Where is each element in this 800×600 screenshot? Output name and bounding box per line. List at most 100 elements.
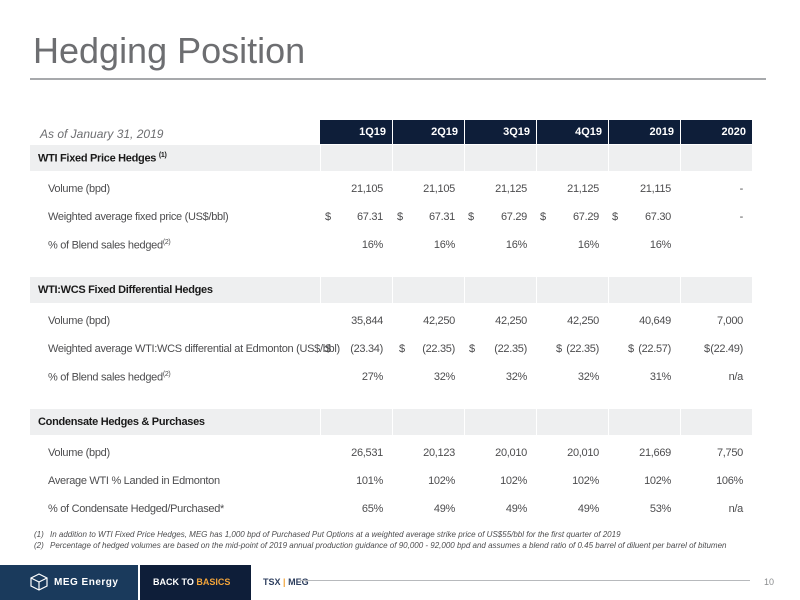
table-cell: 67.29: [572, 211, 599, 223]
currency-symbol: $: [325, 211, 331, 223]
table-cell: 21,105: [423, 183, 455, 195]
logo-text: MEG Energy: [54, 577, 119, 588]
ticker-label: TSX | MEG: [263, 577, 309, 587]
table-row: % of Blend sales hedged(2) 27% 32% 32% 32% 31…: [30, 371, 752, 387]
table-cell: 26,531: [351, 447, 383, 459]
currency-symbol: $: [325, 343, 331, 355]
currency-symbol: $: [399, 343, 405, 355]
table-header: 1Q19 2Q19 3Q19 4Q19 2019 2020: [320, 120, 752, 144]
row-label-text: Volume (bpd): [48, 447, 110, 459]
row-label-text: % of Blend sales hedged: [48, 239, 163, 252]
section-cell: [464, 277, 536, 303]
row-label: Weighted average fixed price (US$/bbl): [48, 211, 229, 223]
table-cell: 20,010: [567, 447, 599, 459]
section-cells: [320, 277, 752, 303]
table-cell: (22.57): [638, 343, 671, 355]
currency-symbol: $: [468, 211, 474, 223]
table-cell: 7,000: [716, 315, 743, 327]
section-header: WTI Fixed Price Hedges (1): [30, 145, 752, 171]
table-cell: n/a: [728, 371, 744, 383]
company-logo: MEG Energy: [0, 565, 138, 600]
currency-symbol: $: [704, 343, 710, 355]
row-label-text: % of Blend sales hedged: [48, 371, 163, 384]
table-row: Volume (bpd) 35,844 42,250 42,250 42,250 40,6…: [30, 315, 752, 331]
table-cell: 106%: [716, 475, 743, 487]
footnote-number: (2): [34, 541, 44, 550]
as-of-date: As of January 31, 2019: [40, 127, 164, 141]
row-label: Volume (bpd): [48, 447, 110, 459]
basics-label: BASICS: [196, 577, 231, 587]
section-cells: [320, 145, 752, 171]
section-cell: [536, 409, 608, 435]
currency-symbol: $: [556, 343, 562, 355]
column-header: 4Q19: [536, 120, 608, 144]
column-header: 1Q19: [359, 126, 386, 138]
table-cell: 32%: [577, 371, 599, 383]
section-cell: [536, 277, 608, 303]
section-cell: [464, 409, 536, 435]
column-header: 2Q19: [392, 120, 464, 144]
table-cell: 16%: [649, 239, 671, 251]
section-cell: [464, 145, 536, 171]
section-cell: [680, 145, 752, 171]
row-label-text: Weighted average WTI:WCS differential at…: [48, 343, 340, 355]
table-cell: 67.31: [428, 211, 455, 223]
table-cell: 21,125: [567, 183, 599, 195]
table-cell: 31%: [649, 371, 671, 383]
table-cell: 40,649: [639, 315, 671, 327]
table-cell: 16%: [433, 239, 455, 251]
meg-logo-icon: [30, 573, 48, 591]
table-cell: 42,250: [495, 315, 527, 327]
section-title: WTI Fixed Price Hedges (1): [38, 152, 167, 165]
section-header: WTI:WCS Fixed Differential Hedges: [30, 277, 752, 303]
column-header: 3Q19: [464, 120, 536, 144]
table-cell: 16%: [505, 239, 527, 251]
section-title: Condensate Hedges & Purchases: [38, 416, 205, 428]
footnote: (2) Percentage of hedged volumes are bas…: [34, 540, 754, 551]
table-cell: (22.35): [494, 343, 527, 355]
table-cell: 67.31: [356, 211, 383, 223]
currency-symbol: $: [397, 211, 403, 223]
row-label-text: Volume (bpd): [48, 183, 110, 195]
table-cell: (22.49): [710, 343, 743, 355]
section-cell: [608, 409, 680, 435]
footnote-number: (1): [34, 530, 44, 539]
row-label-text: Average WTI % Landed in Edmonton: [48, 475, 220, 487]
title-divider: [30, 78, 766, 80]
table-row: Average WTI % Landed in Edmonton 101% 102%…: [30, 475, 752, 491]
table-cell: 49%: [505, 503, 527, 515]
ticker-separator: |: [283, 577, 286, 587]
table-cell: 53%: [649, 503, 671, 515]
table-cell: 65%: [361, 503, 383, 515]
table-row: Volume (bpd) 21,105 21,105 21,125 21,125 21,1…: [30, 183, 752, 199]
table-cell: 20,010: [495, 447, 527, 459]
row-label: Volume (bpd): [48, 315, 110, 327]
table-cell: (23.34): [350, 343, 383, 355]
table-row: % of Blend sales hedged(2) 16% 16% 16% 16% 16…: [30, 239, 752, 255]
table-cell: (22.35): [566, 343, 599, 355]
section-cell: [320, 145, 392, 171]
table-cell: 67.29: [500, 211, 527, 223]
table-cell: 102%: [500, 475, 527, 487]
table-cell: 16%: [577, 239, 599, 251]
table-cell: 49%: [433, 503, 455, 515]
row-label: % of Condensate Hedged/Purchased*: [48, 503, 224, 515]
table-row: Weighted average fixed price (US$/bbl) $6…: [30, 211, 752, 227]
table-cell: 20,123: [423, 447, 455, 459]
section-cell: [536, 145, 608, 171]
back-to-label: BACK TO: [153, 577, 194, 587]
exchange-label: TSX: [263, 577, 281, 587]
row-label: % of Blend sales hedged(2): [48, 371, 171, 384]
currency-symbol: $: [540, 211, 546, 223]
footnotes: (1) In addition to WTI Fixed Price Hedge…: [34, 529, 754, 551]
table-row: Weighted average WTI:WCS differential at…: [30, 343, 752, 359]
row-label-text: Volume (bpd): [48, 315, 110, 327]
section-title: WTI:WCS Fixed Differential Hedges: [38, 284, 213, 296]
table-cell: 16%: [361, 239, 383, 251]
footnote-text: In addition to WTI Fixed Price Hedges, M…: [50, 530, 621, 539]
footnote: (1) In addition to WTI Fixed Price Hedge…: [34, 529, 754, 540]
table-cell: 102%: [572, 475, 599, 487]
section-cell: [320, 409, 392, 435]
section-cells: [320, 409, 752, 435]
footnote-ref: (2): [162, 239, 171, 246]
